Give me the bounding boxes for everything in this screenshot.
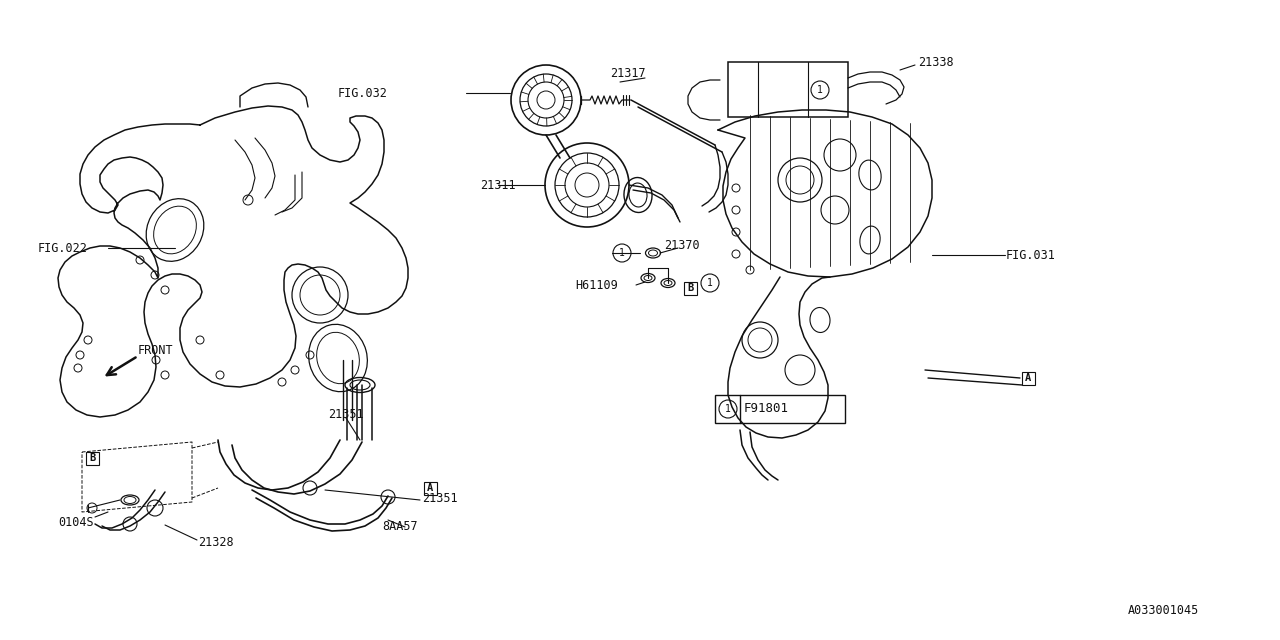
Text: 1: 1	[620, 248, 625, 258]
Text: 21317: 21317	[611, 67, 645, 79]
Text: FRONT: FRONT	[138, 344, 174, 356]
Text: H61109: H61109	[575, 278, 618, 291]
Text: 21351: 21351	[422, 492, 458, 504]
Text: 21370: 21370	[664, 239, 700, 252]
Text: 21351: 21351	[328, 408, 364, 422]
Text: FIG.022: FIG.022	[38, 241, 88, 255]
Bar	[86, 452, 99, 465]
Text: B: B	[88, 453, 95, 463]
Text: A: A	[1025, 373, 1032, 383]
Bar	[684, 282, 698, 295]
Bar	[716, 395, 845, 423]
Text: 8AA57: 8AA57	[381, 520, 417, 534]
Text: 21311: 21311	[480, 179, 516, 191]
Text: A033001045: A033001045	[1128, 604, 1199, 616]
Text: F91801: F91801	[744, 403, 788, 415]
Bar	[424, 482, 436, 495]
Text: 1: 1	[707, 278, 713, 288]
Text: 21328: 21328	[198, 536, 234, 550]
Text: FIG.032: FIG.032	[338, 86, 388, 99]
Text: 0104S: 0104S	[58, 515, 93, 529]
Text: 1: 1	[817, 85, 823, 95]
Text: A: A	[426, 483, 433, 493]
Text: 1: 1	[724, 404, 731, 414]
Text: 21338: 21338	[918, 56, 954, 68]
Bar	[728, 62, 849, 117]
Text: B: B	[687, 283, 694, 293]
Text: FIG.031: FIG.031	[1006, 248, 1056, 262]
Bar	[1021, 372, 1036, 385]
